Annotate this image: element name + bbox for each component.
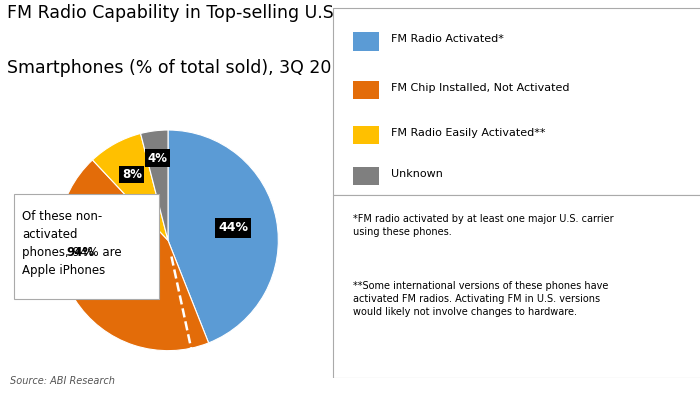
Wedge shape bbox=[92, 134, 168, 240]
Bar bbox=[353, 32, 379, 51]
Bar bbox=[353, 81, 379, 99]
Bar bbox=[353, 167, 379, 186]
Text: phones, 94% are: phones, 94% are bbox=[22, 246, 122, 259]
Bar bbox=[14, 194, 159, 299]
Text: activated: activated bbox=[22, 228, 78, 241]
Text: 44%: 44% bbox=[103, 266, 131, 279]
Wedge shape bbox=[168, 130, 279, 343]
Text: FM Chip Installed, Not Activated: FM Chip Installed, Not Activated bbox=[391, 83, 569, 93]
Text: Unknown: Unknown bbox=[391, 169, 442, 179]
Text: Apple iPhones: Apple iPhones bbox=[22, 264, 105, 277]
Text: 94%: 94% bbox=[66, 246, 94, 259]
Bar bbox=[353, 126, 379, 144]
Text: Source: ABI Research: Source: ABI Research bbox=[10, 376, 115, 386]
Wedge shape bbox=[57, 160, 209, 351]
Text: *FM radio activated by at least one major U.S. carrier
using these phones.: *FM radio activated by at least one majo… bbox=[353, 214, 613, 237]
Wedge shape bbox=[141, 130, 168, 240]
Text: FM Radio Easily Activated**: FM Radio Easily Activated** bbox=[391, 128, 545, 138]
Text: 8%: 8% bbox=[122, 168, 142, 181]
Text: 4%: 4% bbox=[148, 152, 167, 165]
FancyBboxPatch shape bbox=[333, 8, 700, 195]
Text: FM Radio Activated*: FM Radio Activated* bbox=[391, 35, 503, 45]
Text: FM Radio Capability in Top-selling U.S.: FM Radio Capability in Top-selling U.S. bbox=[7, 4, 340, 22]
Text: Of these non-: Of these non- bbox=[22, 210, 102, 223]
FancyBboxPatch shape bbox=[333, 195, 700, 378]
Text: Smartphones (% of total sold), 3Q 2016: Smartphones (% of total sold), 3Q 2016 bbox=[7, 59, 354, 77]
Text: **Some international versions of these phones have
activated FM radios. Activati: **Some international versions of these p… bbox=[353, 281, 608, 317]
Text: 44%: 44% bbox=[218, 221, 248, 234]
